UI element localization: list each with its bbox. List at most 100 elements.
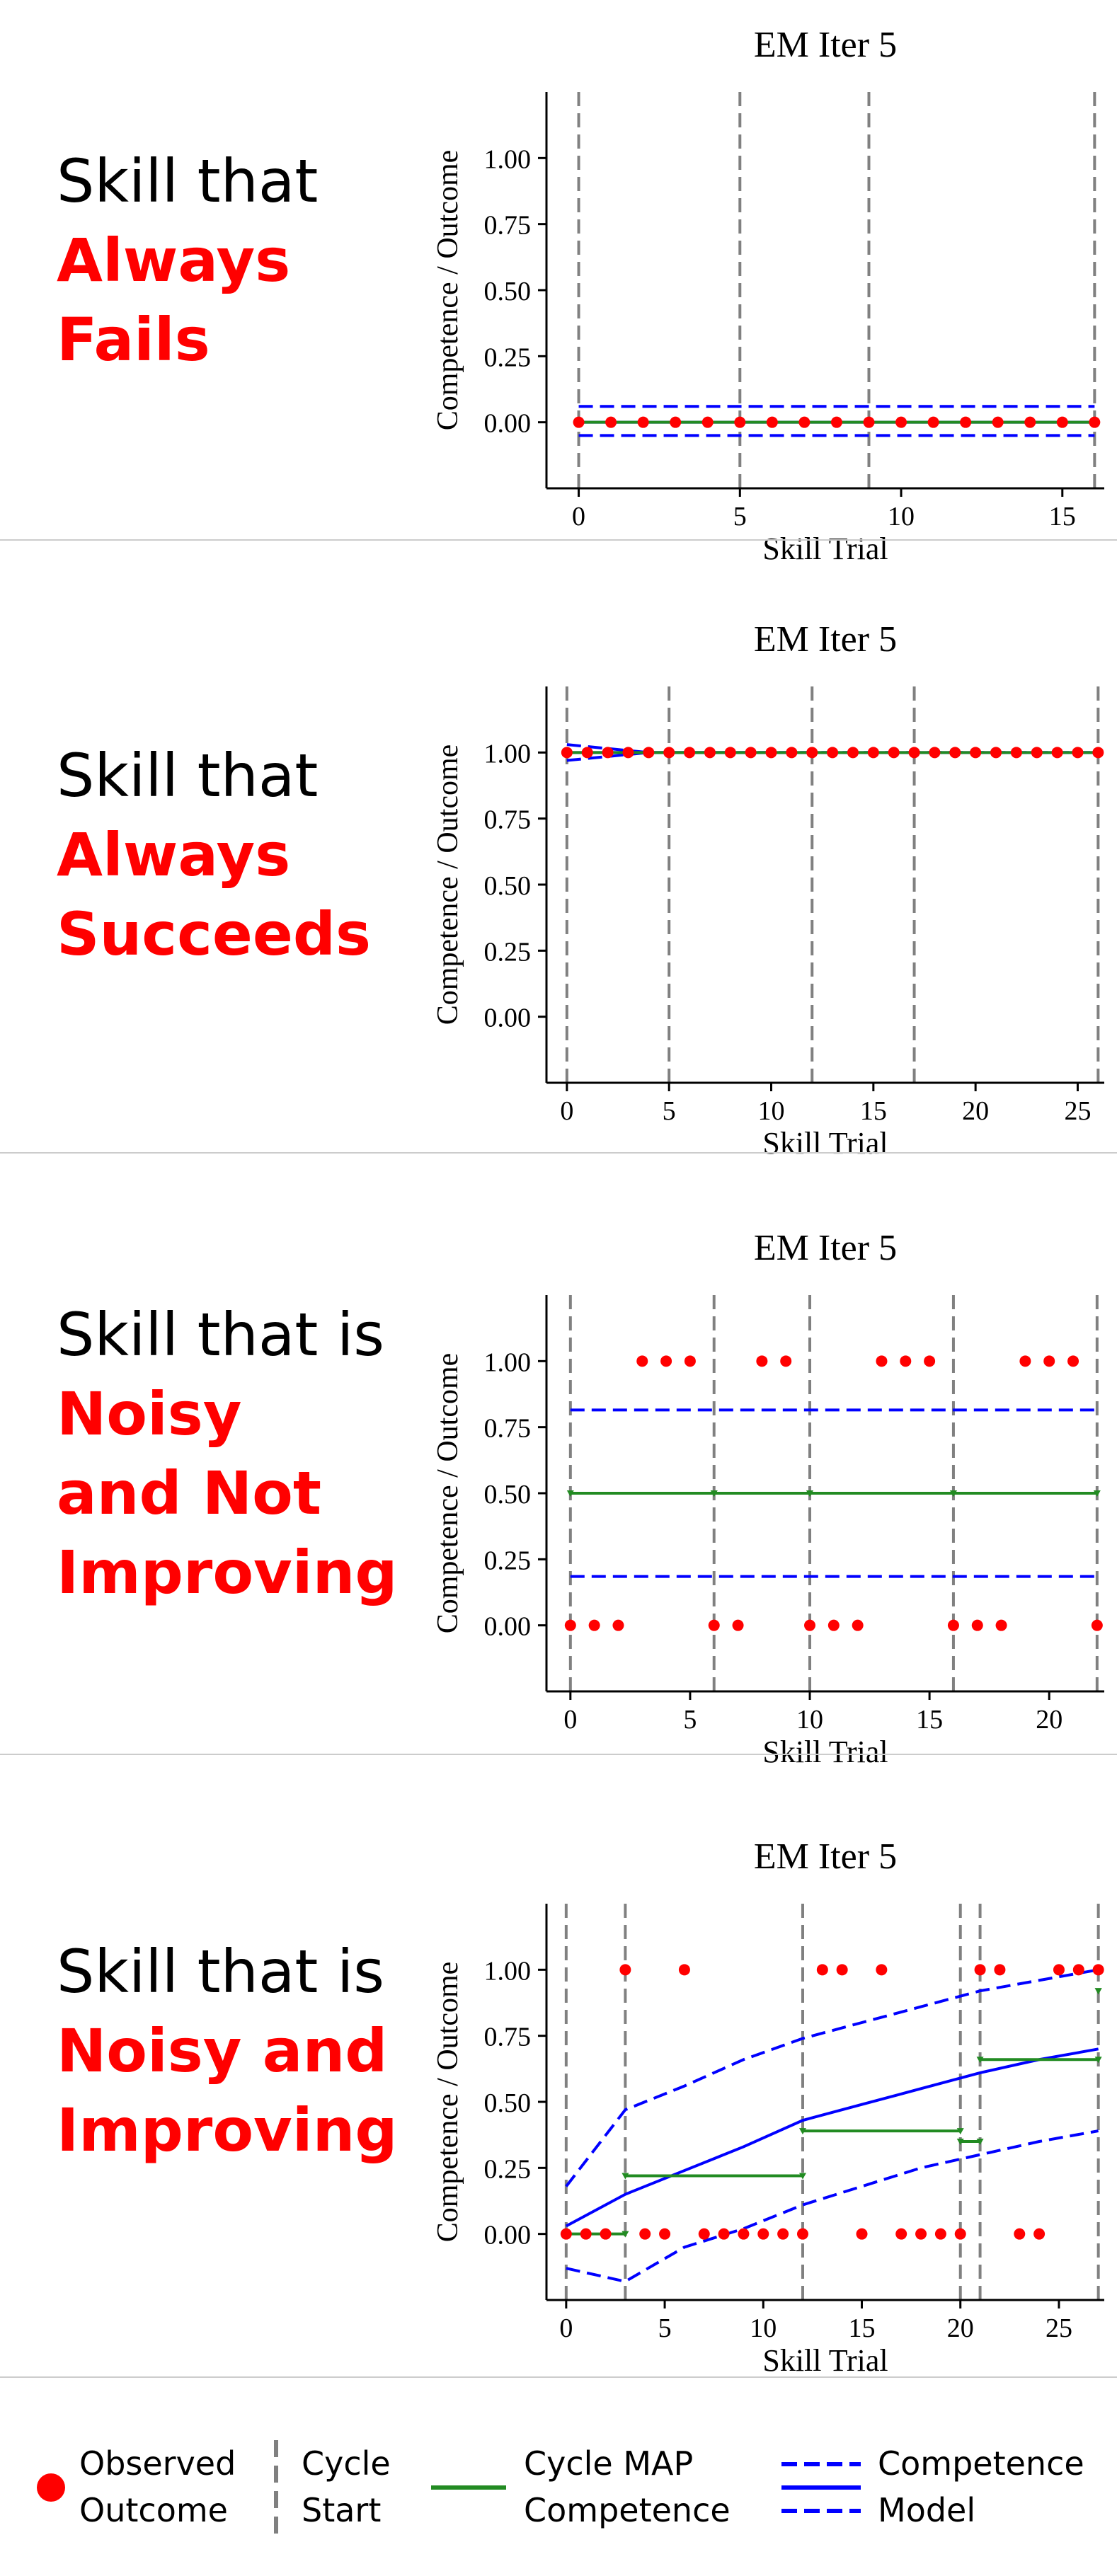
x-tick-label: 0	[559, 2313, 573, 2343]
y-tick-label: 0.50	[484, 871, 532, 901]
competence-model-lines-icon	[781, 2462, 861, 2513]
observed-outcome-point	[995, 1619, 1007, 1631]
panel-label: Skill that Always Succeeds	[57, 736, 425, 974]
cycle-map-marker	[956, 2139, 964, 2145]
panel-label-highlight-1: Always	[57, 820, 291, 890]
observed-outcome-point	[856, 2228, 868, 2240]
y-tick-label: 0.50	[484, 277, 532, 306]
observed-outcome-point	[992, 416, 1004, 428]
observed-outcome-point	[605, 416, 617, 428]
panel-always-fails: Skill that Always Fails EM Iter 5 0.00 0.2…	[0, 0, 1117, 606]
observed-outcome-point	[663, 747, 675, 759]
observed-outcome-point	[698, 2228, 710, 2240]
y-tick-label: 0.75	[484, 805, 532, 835]
legend-label-line: Cycle	[302, 2444, 391, 2483]
x-tick-label: 15	[860, 1096, 887, 1126]
panel-always-succeeds: Skill that Always Succeeds EM Iter 5 0.00…	[0, 594, 1117, 1201]
panel-separator	[0, 539, 1117, 541]
observed-outcome-point	[560, 2228, 572, 2240]
panel-label-highlight-1: Noisy and	[57, 2016, 388, 2086]
observed-outcome-point	[852, 1619, 864, 1631]
legend-label: Observed Outcome	[79, 2440, 236, 2534]
observed-outcome-point	[895, 416, 907, 428]
x-axis-label: Skill Trial	[762, 1126, 888, 1161]
observed-outcome-point	[927, 416, 939, 428]
chart-always-fails: EM Iter 5 0.00 0.25 0.50 0.75 1.00 0 5 10 15 Skill…	[432, 25, 1104, 566]
legend-competence-model: Competence Model	[779, 2434, 1111, 2541]
x-tick-label: 15	[1049, 502, 1076, 531]
legend-label-line: Competence	[878, 2444, 1084, 2483]
observed-outcome-point	[777, 2228, 789, 2240]
competence-model-upper	[566, 743, 1099, 754]
observed-outcome-point	[684, 747, 696, 759]
panel-noisy-improving: Skill that is Noisy and Improving EM Ite…	[0, 1812, 1117, 2418]
chart-noisy-improving: EM Iter 5 0.00 0.25 0.50 0.75 1.00 0 5 10 15 20 25 S…	[432, 1836, 1104, 2378]
x-tick-label: 0	[572, 502, 585, 531]
chart-title: EM Iter 5	[754, 619, 897, 660]
observed-outcome-point	[704, 747, 716, 759]
observed-outcome-point	[659, 2228, 671, 2240]
cycle-map-marker	[798, 2128, 806, 2135]
observed-outcome-point	[622, 747, 634, 759]
legend: Observed Outcome Cycle Start Cycle MAP C…	[0, 2392, 1117, 2576]
panel-separator	[0, 2376, 1117, 2378]
panel-label-highlight-2: Fails	[57, 305, 210, 374]
panel-label: Skill that is Noisy and Not Improving	[57, 1295, 425, 1612]
x-tick-label: 0	[560, 1096, 573, 1126]
observed-outcome-point	[701, 416, 714, 428]
chart-title: EM Iter 5	[754, 1836, 897, 1877]
observed-outcome-point	[798, 416, 810, 428]
x-tick-label: 5	[658, 2313, 672, 2343]
x-tick-label: 25	[1046, 2313, 1072, 2343]
cycle-map-marker	[566, 1490, 574, 1497]
observed-outcome-point	[836, 1964, 848, 1976]
observed-outcome-point	[900, 1355, 912, 1367]
observed-outcome-point	[990, 747, 1002, 759]
observed-outcome-point	[804, 1619, 816, 1631]
y-tick-label: 1.00	[484, 1347, 532, 1377]
observed-outcome-point	[895, 2228, 907, 2240]
cycle-map-marker	[1094, 2057, 1102, 2064]
x-tick-label: 10	[758, 1096, 785, 1126]
x-tick-label: 15	[916, 1705, 943, 1735]
observed-outcome-point	[573, 416, 585, 428]
observed-outcome-point	[1067, 1355, 1079, 1367]
observed-outcome-point	[1056, 416, 1068, 428]
observed-outcome-point	[1010, 747, 1022, 759]
observed-outcome-point	[718, 2228, 730, 2240]
observed-outcome-point	[678, 1964, 690, 1976]
observed-outcome-point	[636, 1355, 648, 1367]
x-tick-label: 5	[683, 1705, 697, 1735]
observed-outcome-point	[738, 2228, 750, 2240]
observed-outcome-point	[600, 2228, 612, 2240]
x-tick-label: 20	[1036, 1705, 1062, 1735]
panel-label-highlight-2: Succeeds	[57, 899, 371, 969]
chart-noisy-not-improving: EM Iter 5 0.00 0.25 0.50 0.75 1.00 0 5 10 15 20 Ski…	[432, 1228, 1104, 1769]
observed-outcome-point	[994, 1964, 1006, 1976]
observed-outcome-point	[1092, 747, 1104, 759]
y-tick-label: 0.00	[484, 1612, 532, 1642]
chart-always-succeeds: EM Iter 5 0.00 0.25 0.50 0.75 1.00 0 5 10 15 20 25 S…	[432, 619, 1104, 1161]
x-tick-label: 25	[1064, 1096, 1091, 1126]
observed-outcome-point	[684, 1355, 696, 1367]
observed-outcome-point	[806, 747, 818, 759]
observed-outcome-point	[1092, 1964, 1104, 1976]
observed-outcome-point	[756, 1355, 768, 1367]
observed-outcome-point	[954, 2228, 966, 2240]
observed-outcome-point	[908, 747, 920, 759]
observed-outcome-point	[670, 416, 682, 428]
observed-outcome-point	[757, 2228, 769, 2240]
panel-label-prefix: Skill that	[57, 741, 319, 810]
observed-outcome-point	[827, 747, 839, 759]
panel-separator	[0, 1754, 1117, 1755]
observed-outcome-point	[637, 416, 649, 428]
panel-separator	[0, 1152, 1117, 1154]
observed-outcome-point	[780, 1355, 792, 1367]
observed-outcome-point	[974, 1964, 986, 1976]
panel-label: Skill that is Noisy and Improving	[57, 1932, 425, 2170]
legend-cycle-start: Cycle Start	[262, 2434, 425, 2541]
panel-label-highlight-1: Noisy	[57, 1379, 242, 1449]
observed-outcome-point	[934, 2228, 946, 2240]
x-tick-label: 5	[663, 1096, 676, 1126]
observed-outcome-point	[827, 1619, 840, 1631]
